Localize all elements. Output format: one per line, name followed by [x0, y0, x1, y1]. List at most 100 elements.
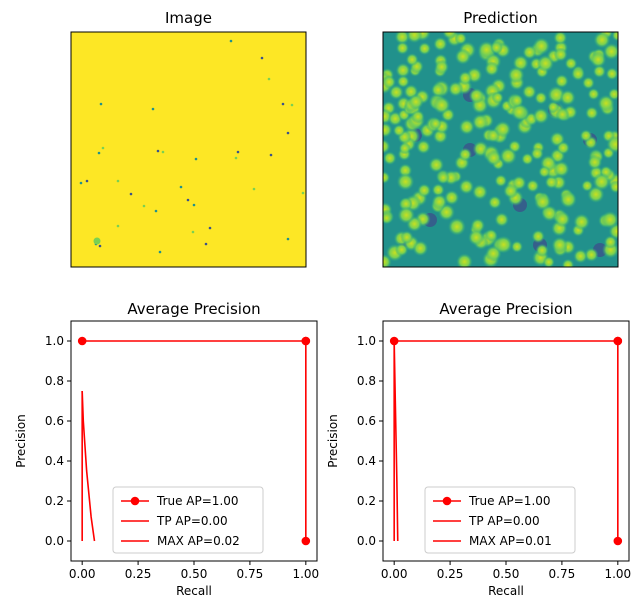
prediction-blob [510, 103, 528, 121]
prediction-blob [436, 171, 450, 185]
image-panel [71, 32, 306, 267]
prediction-blob [534, 91, 548, 105]
prediction-blob [494, 212, 510, 227]
prediction-blob [428, 157, 445, 173]
image-speck [161, 150, 165, 154]
prediction-blob [559, 191, 577, 209]
prediction-blob [510, 94, 524, 108]
prediction-blob [432, 96, 451, 114]
series-point [613, 536, 623, 546]
prediction-blob [534, 193, 552, 211]
prediction-blob [603, 235, 618, 249]
prediction-blob [417, 183, 432, 198]
prediction-blob [605, 67, 618, 81]
y-axis-label: Precision [14, 414, 28, 468]
prediction-blob [556, 141, 570, 155]
prediction-blob [471, 113, 489, 131]
y-tick-label: 0.0 [45, 534, 64, 548]
image-specks [79, 39, 305, 254]
image-speck [267, 77, 271, 81]
image-speck [192, 203, 196, 207]
prediction-blob [383, 151, 397, 165]
image-speck [281, 102, 285, 106]
image-speck [269, 153, 273, 157]
image-speck [158, 250, 162, 254]
image-speck [156, 149, 160, 153]
image-speck [99, 102, 103, 106]
prediction-panel [383, 32, 618, 267]
average-precision-chart-right: Average Precision 0.00 0.25 0.50 0.75 1.00 0.0… [326, 300, 631, 598]
prediction-blob [454, 48, 471, 65]
prediction-blob [571, 66, 586, 81]
y-tick-label: 0.8 [357, 374, 376, 388]
prediction-blob [429, 117, 442, 130]
prediction-blob [396, 75, 410, 88]
prediction-blob [490, 41, 503, 54]
prediction-blob [521, 152, 534, 166]
prediction-blob [447, 217, 466, 236]
prediction-blob [553, 47, 568, 62]
prediction-blob [530, 147, 544, 161]
prediction-blob [582, 76, 595, 90]
prediction-blob [499, 147, 517, 165]
prediction-blobs [383, 32, 618, 267]
prediction-blob [603, 43, 618, 60]
prediction-blob [470, 218, 486, 233]
prediction-blob [592, 172, 611, 191]
image-speck [151, 107, 155, 111]
prediction-panel-title: Prediction [463, 9, 538, 27]
prediction-blob [494, 235, 513, 254]
prediction-blob [510, 240, 524, 253]
legend-entry: True AP=1.00 [156, 494, 239, 508]
prediction-blob [383, 139, 391, 154]
prediction-blob [396, 172, 415, 191]
y-tick-label: 0.4 [45, 454, 64, 468]
y-tick-label: 0.6 [45, 414, 64, 428]
image-speck [101, 146, 105, 150]
prediction-blob [503, 183, 519, 199]
prediction-blob [581, 179, 594, 192]
prediction-blob [554, 211, 571, 228]
prediction-blob [532, 107, 550, 125]
series-point [77, 336, 87, 346]
legend-entry: MAX AP=0.02 [157, 534, 240, 548]
image-speck [204, 242, 208, 246]
prediction-blob [542, 256, 555, 267]
prediction-blob [395, 62, 411, 78]
legend-entry: TP AP=0.00 [468, 514, 540, 528]
series-line-2 [393, 340, 399, 542]
x-tick-label: 0.25 [125, 567, 152, 581]
y-tick-label: 1.0 [357, 334, 376, 348]
prediction-blob [564, 57, 578, 70]
prediction-blob [458, 118, 475, 135]
prediction-blob [392, 124, 406, 137]
prediction-blob [388, 84, 404, 100]
prediction-blob [383, 254, 392, 267]
image-speck [301, 191, 305, 195]
prediction-blob [411, 109, 425, 124]
legend-entry: True AP=1.00 [468, 494, 551, 508]
prediction-blob [491, 91, 504, 104]
y-tick-label: 0.8 [45, 374, 64, 388]
image-speck [236, 150, 240, 154]
prediction-blob [579, 129, 593, 142]
image-speck [93, 237, 101, 245]
prediction-blob [394, 32, 410, 45]
prediction-blob [456, 253, 473, 267]
prediction-blob [458, 71, 473, 86]
legend-marker [130, 496, 140, 506]
prediction-blob [458, 147, 472, 162]
prediction-blob [547, 101, 560, 114]
prediction-blob [585, 106, 599, 120]
prediction-blob [383, 75, 396, 89]
prediction-blob [458, 179, 475, 195]
prediction-blob [601, 210, 618, 229]
image-speck [129, 192, 133, 196]
prediction-blob [395, 41, 410, 55]
image-speck [98, 244, 102, 248]
prediction-blob [611, 32, 618, 42]
prediction-blob [398, 142, 411, 155]
prediction-blob [400, 230, 414, 244]
chart-title: Average Precision [127, 300, 260, 318]
